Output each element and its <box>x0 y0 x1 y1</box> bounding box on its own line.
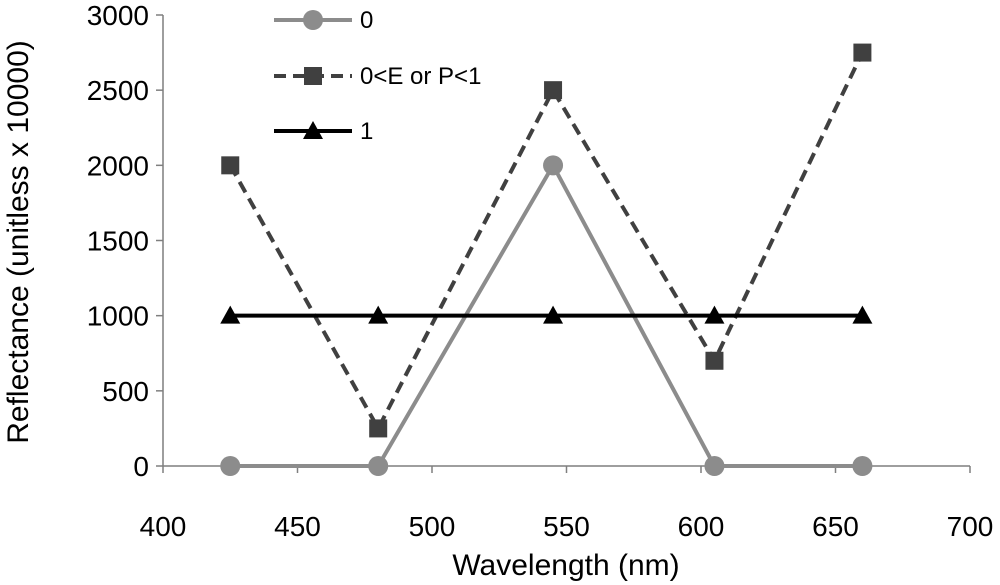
x-tick-label: 400 <box>140 511 187 542</box>
legend-marker <box>303 121 323 139</box>
series-line <box>228 51 865 433</box>
data-point <box>543 155 564 176</box>
x-tick-label: 500 <box>409 511 456 542</box>
y-tick-label: 1000 <box>87 301 149 332</box>
legend: 0 0<E or P<1 1 <box>274 7 481 145</box>
x-tick-label: 600 <box>678 511 725 542</box>
legend-item-3: 1 <box>274 118 373 145</box>
data-point <box>705 351 724 370</box>
data-point <box>368 456 389 476</box>
y-tick-label: 3000 <box>87 0 149 31</box>
data-point <box>220 456 241 476</box>
y-tick-label: 2500 <box>87 75 149 106</box>
data-point <box>852 456 873 476</box>
data-point <box>368 305 389 324</box>
data-point <box>853 43 872 62</box>
legend-marker <box>303 10 323 30</box>
data-point <box>369 419 388 438</box>
data-point <box>543 305 564 324</box>
x-tick-label: 550 <box>543 511 590 542</box>
data-point <box>221 156 240 175</box>
legend-item-1: 0 <box>274 7 373 34</box>
x-axis-title: Wavelength (nm) <box>452 549 679 582</box>
y-tick-label: 500 <box>102 376 149 407</box>
legend-marker <box>304 67 322 85</box>
x-tick-label: 450 <box>274 511 321 542</box>
legend-item-2: 0<E or P<1 <box>274 63 481 90</box>
axes: 0 500 1000 1500 2000 2500 3000 400 450 500 550 600 6… <box>87 0 994 542</box>
legend-label: 0<E or P<1 <box>360 63 481 90</box>
legend-label: 1 <box>360 118 373 145</box>
data-point <box>544 81 563 100</box>
series-2 <box>221 43 872 438</box>
legend-label: 0 <box>360 7 373 34</box>
data-point <box>704 456 725 476</box>
series-layer <box>220 43 873 476</box>
series-3 <box>220 305 873 324</box>
data-point <box>704 305 725 324</box>
x-tick-label: 650 <box>812 511 859 542</box>
data-point <box>852 305 873 324</box>
x-tick-label: 700 <box>947 511 994 542</box>
data-point <box>220 305 241 324</box>
series-1 <box>220 155 873 476</box>
y-tick-label: 1500 <box>87 226 149 257</box>
y-axis-title: Reflectance (unitless x 10000) <box>2 40 35 444</box>
y-tick-label: 2000 <box>87 150 149 181</box>
y-tick-label: 0 <box>133 451 149 482</box>
